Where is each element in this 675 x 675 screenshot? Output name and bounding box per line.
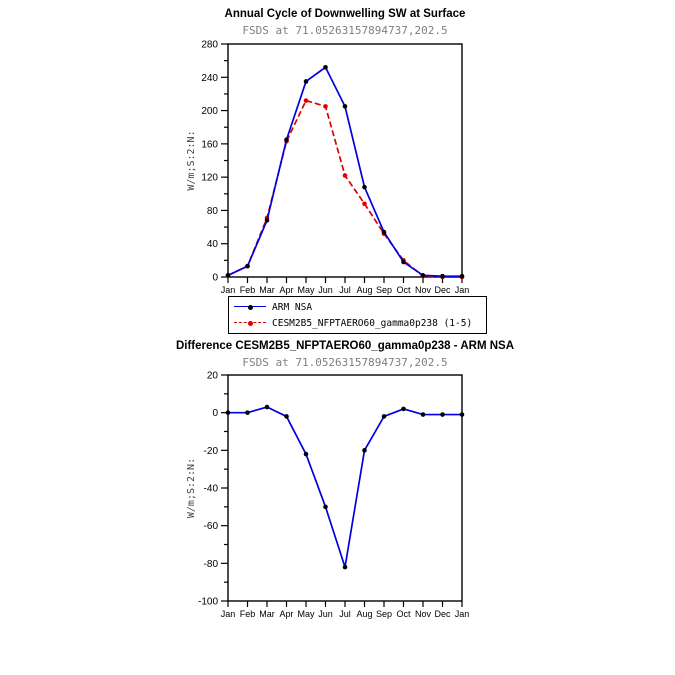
svg-text:Feb: Feb [240,285,256,295]
svg-text:Jul: Jul [339,609,351,619]
svg-text:Jan: Jan [455,609,470,619]
svg-text:-100: -100 [198,597,218,608]
svg-text:Oct: Oct [396,285,411,295]
legend-row-arm: ARM NSA [234,299,481,315]
svg-text:Aug: Aug [356,285,372,295]
y-axis: -100 -80 -60 -40 -20 0 20 [198,371,228,608]
svg-text:Jan: Jan [221,285,236,295]
y-axis-label: W/m;S:2:N: [186,130,197,190]
top-chart-title: Annual Cycle of Downwelling SW at Surfac… [224,8,466,20]
model-marker-dot [247,320,253,326]
svg-text:Jul: Jul [339,285,351,295]
svg-text:Nov: Nov [415,285,432,295]
svg-text:May: May [297,285,315,295]
svg-text:Mar: Mar [259,609,275,619]
top-chart-subtitle: FSDS at 71.05263157894737,202.5 [242,24,448,37]
series-0 [225,65,465,279]
svg-text:20: 20 [207,371,219,382]
bottom-chart: -100 -80 -60 -40 -20 0 20 Jan Feb Mar Apr May Jun Jul… [186,371,469,620]
y-axis: 0 40 80 120 160 200 240 280 [201,40,228,284]
svg-text:Mar: Mar [259,285,275,295]
legend-box: ARM NSA CESM2B5_NFPTAERO60_gamma0p238 (1… [228,296,487,334]
svg-text:Dec: Dec [434,609,451,619]
legend-label-model: CESM2B5_NFPTAERO60_gamma0p238 (1-5) [272,317,473,329]
svg-text:Aug: Aug [356,609,372,619]
svg-text:Apr: Apr [279,609,293,619]
svg-text:40: 40 [207,239,219,250]
svg-text:May: May [297,609,315,619]
arm-marker-dot [247,304,253,310]
svg-text:120: 120 [201,173,218,184]
bottom-chart-title: Difference CESM2B5_NFPTAERO60_gamma0p238… [175,340,515,352]
svg-text:200: 200 [201,106,218,117]
top-chart: 0 40 80 120 160 200 240 280 Jan Feb Mar Apr May Jun Ju… [186,40,469,296]
svg-text:Nov: Nov [415,609,432,619]
svg-text:-40: -40 [204,484,219,495]
svg-text:Oct: Oct [396,609,411,619]
svg-text:Sep: Sep [376,609,392,619]
svg-text:Jan: Jan [455,285,470,295]
svg-text:-80: -80 [204,559,219,570]
svg-text:0: 0 [212,273,218,284]
series-0 [225,404,465,570]
x-axis: Jan Feb Mar Apr May Jun Jul Aug Sep Oct Nov Dec Jan [221,601,470,619]
svg-text:-60: -60 [204,521,219,532]
svg-text:160: 160 [201,139,218,150]
x-axis: Jan Feb Mar Apr May Jun Jul Aug Sep Oct Nov Dec Jan [221,277,470,295]
svg-text:280: 280 [201,40,218,51]
y-axis-label: W/m;S:2:N: [186,458,197,518]
svg-text:Jun: Jun [318,609,333,619]
svg-text:Apr: Apr [279,285,293,295]
svg-text:80: 80 [207,206,219,217]
svg-text:0: 0 [212,408,218,419]
legend-label-arm: ARM NSA [272,301,313,313]
bottom-chart-subtitle: FSDS at 71.05263157894737,202.5 [242,356,448,369]
svg-text:Feb: Feb [240,609,256,619]
svg-text:Jun: Jun [318,285,333,295]
svg-text:Jan: Jan [221,609,236,619]
svg-text:240: 240 [201,73,218,84]
arm-line-sample [234,302,266,312]
legend-row-model: CESM2B5_NFPTAERO60_gamma0p238 (1-5) [234,315,481,331]
svg-text:-20: -20 [204,446,219,457]
svg-text:Dec: Dec [434,285,451,295]
svg-text:Sep: Sep [376,285,392,295]
series-1 [225,98,465,280]
model-line-sample [234,318,266,328]
